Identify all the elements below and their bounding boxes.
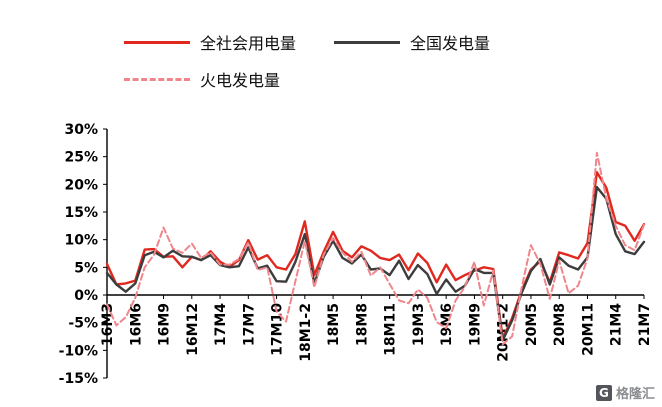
- y-tick-label: 25%: [64, 150, 98, 166]
- x-tick-label: 19M9: [467, 303, 483, 346]
- gelonghui-watermark: G 格隆汇: [595, 383, 655, 402]
- x-tick-label: 18M11: [383, 303, 399, 356]
- dark-solid-line-swatch: [334, 40, 401, 44]
- x-tick-label: 20M11: [580, 303, 596, 356]
- x-tick-label: 17M7: [241, 303, 257, 346]
- x-tick-label: 16M3: [100, 303, 116, 346]
- legend-row-2: 火电发电量: [124, 67, 490, 91]
- y-tick-label: -10%: [59, 343, 98, 359]
- legend-label-total-society-consumption: 全社会用电量: [200, 34, 297, 53]
- legend-label-thermal-generation: 火电发电量: [200, 71, 281, 90]
- pink-dashed-line-swatch: [124, 77, 190, 81]
- x-tick-label: 18M5: [326, 303, 342, 346]
- gelonghui-logo-icon: G: [595, 384, 612, 401]
- series-lines: [105, 151, 646, 346]
- y-tick-label: 20%: [64, 177, 98, 193]
- y-axis: 30% 25% 20% 15% 10% 5% 0% -5% -10% -15%: [59, 122, 108, 387]
- x-tick-label: 16M9: [157, 303, 173, 346]
- legend-item-total-society-consumption: 全社会用电量: [124, 30, 296, 54]
- x-tick-label: 16M6: [128, 303, 144, 346]
- chart-legend: 全社会用电量 全国发电量 火电发电量: [124, 30, 490, 91]
- x-tick-label: 19M3: [411, 303, 427, 346]
- gelonghui-watermark-text: 格隆汇: [615, 387, 655, 402]
- y-tick-label: 10%: [64, 233, 98, 249]
- y-tick-label: -5%: [68, 316, 98, 332]
- y-tick-label: 30%: [64, 122, 98, 138]
- red-solid-line-swatch: [124, 40, 190, 44]
- x-tick-label: 20M5: [524, 303, 540, 346]
- y-tick-label: 15%: [64, 205, 98, 221]
- x-tick-label: 16M12: [185, 303, 201, 356]
- y-tick-label: -15%: [59, 371, 98, 387]
- x-tick-label: 17M10: [270, 303, 286, 356]
- x-tick-label: 18M8: [354, 303, 370, 346]
- x-tick-label: 17M4: [213, 303, 229, 346]
- legend-label-national-generation: 全国发电量: [410, 34, 491, 53]
- series-line-2: [106, 151, 645, 346]
- legend-row-1: 全社会用电量 全国发电量: [124, 30, 490, 54]
- series-line-1: [105, 185, 646, 342]
- legend-item-thermal-generation: 火电发电量: [124, 67, 280, 91]
- x-axis: 16M3 16M6 16M9 16M12 17M4 17M7 17M10 18M1-2 18M5…: [100, 294, 653, 362]
- x-tick-label: 20M8: [552, 303, 568, 346]
- x-tick-label: 21M7: [637, 303, 653, 346]
- x-tick-label: 18M1-2: [298, 303, 314, 362]
- y-tick-label: 5%: [74, 260, 98, 276]
- y-tick-label: 0%: [74, 288, 98, 304]
- legend-item-national-generation: 全国发电量: [334, 30, 490, 54]
- x-tick-label: 21M4: [609, 303, 625, 346]
